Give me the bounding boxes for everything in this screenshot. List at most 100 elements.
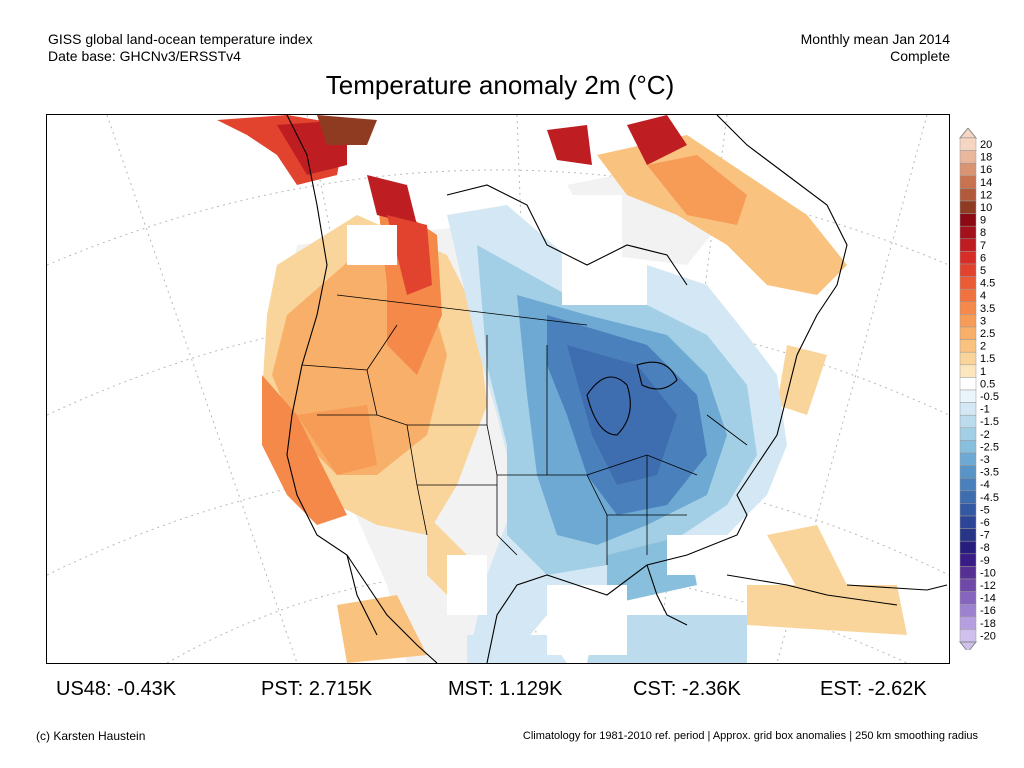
legend-swatch	[959, 591, 977, 605]
stat-us48: US48: -0.43K	[56, 678, 177, 700]
stat-mst: MST: 1.129K	[448, 678, 563, 700]
legend-label: 7	[980, 240, 986, 252]
legend-swatch	[959, 137, 977, 151]
legend-swatch	[959, 540, 977, 555]
methodology-note: Climatology for 1981-2010 ref. period | …	[522, 730, 978, 742]
legend-swatch	[959, 503, 977, 517]
legend-label: -14	[980, 593, 996, 605]
legend-label: -2	[980, 429, 990, 441]
legend-label: -2.5	[980, 441, 999, 453]
header-right: Monthly mean Jan 2014 Complete	[801, 31, 950, 65]
legend-swatch	[959, 339, 977, 353]
state-borders	[301, 294, 748, 565]
legend-label: 4.5	[980, 278, 995, 290]
legend-swatch	[959, 213, 977, 227]
legend-swatch	[959, 276, 977, 290]
legend-label: 8	[980, 227, 986, 239]
legend-label: -8	[980, 542, 990, 554]
legend-label: 12	[980, 189, 992, 201]
stat-cst: CST: -2.36K	[633, 678, 741, 700]
legend-swatch	[959, 528, 977, 542]
legend-label: -4	[980, 479, 990, 491]
legend-label: 1.5	[980, 353, 995, 365]
legend-min-arrow	[958, 641, 978, 653]
legend-label: 0.5	[980, 378, 995, 390]
no-data-boxes	[347, 195, 727, 655]
legend-label: 2	[980, 341, 986, 353]
legend-label: -3.5	[980, 467, 999, 479]
legend-label: -3	[980, 454, 990, 466]
legend-graphic: 201816141210987654.543.532.521.510.5-0.5…	[958, 127, 999, 653]
legend-swatch	[959, 414, 977, 429]
data-base: Date base: GHCNv3/ERSSTv4	[48, 48, 241, 64]
anomaly-hot-northwest	[217, 115, 432, 295]
legend-swatch	[959, 351, 977, 366]
stat-pst: PST: 2.715K	[261, 678, 373, 700]
legend-label: 3.5	[980, 303, 995, 315]
legend-swatch	[959, 238, 977, 252]
legend-label: 20	[980, 139, 992, 151]
legend-swatch	[959, 150, 977, 164]
legend-label: -6	[980, 517, 990, 529]
legend-label: 3	[980, 315, 986, 327]
legend-swatch	[959, 477, 977, 492]
coastlines	[286, 115, 948, 663]
legend-label: -0.5	[980, 391, 999, 403]
legend-swatch	[959, 200, 977, 214]
color-legend: 20 18 16 14 12 10 9 8 7 6 5 4.5 4 3.5 3 2.5 2 1.5 1 0.5 -0.5…	[958, 127, 1018, 653]
anomaly-map	[46, 114, 950, 664]
legend-label: -1	[980, 404, 990, 416]
legend-label: 18	[980, 152, 992, 164]
legend-label: -20	[980, 630, 996, 642]
legend-label: 1	[980, 366, 986, 378]
completeness-label: Complete	[890, 48, 950, 64]
legend-label: 14	[980, 177, 992, 189]
legend-swatch	[959, 162, 977, 177]
legend-label: -4.5	[980, 492, 999, 504]
legend-swatch	[959, 402, 977, 416]
legend-label: -18	[980, 618, 996, 630]
legend-swatch	[959, 251, 977, 265]
legend-swatch	[959, 465, 977, 479]
legend-swatch	[959, 364, 977, 378]
legend-label: -5	[980, 504, 990, 516]
legend-label: -1.5	[980, 416, 999, 428]
legend-swatch	[959, 490, 977, 504]
legend-swatch	[959, 616, 977, 630]
legend-swatch	[959, 629, 977, 643]
legend-swatch	[959, 515, 977, 529]
legend-swatch	[959, 377, 977, 391]
legend-label: 6	[980, 252, 986, 264]
legend-swatch	[959, 326, 977, 340]
legend-label: 2.5	[980, 328, 995, 340]
legend-swatch	[959, 452, 977, 466]
legend-swatch	[959, 566, 977, 580]
header-left: GISS global land-ocean temperature index…	[48, 31, 313, 65]
stat-est: EST: -2.62K	[820, 678, 927, 700]
legend-label: -12	[980, 580, 996, 592]
period-label: Monthly mean Jan 2014	[800, 31, 950, 47]
anomaly-cold-east	[447, 205, 787, 663]
legend-swatch	[959, 603, 977, 618]
copyright: (c) Karsten Haustein	[36, 729, 146, 743]
legend-label: 5	[980, 265, 986, 277]
legend-label: 10	[980, 202, 992, 214]
legend-swatch	[959, 553, 977, 567]
legend-swatch	[959, 440, 977, 454]
legend-swatch	[959, 578, 977, 592]
legend-swatch	[959, 389, 977, 403]
legend-swatch	[959, 188, 977, 202]
map-title: Temperature anomaly 2m (°C)	[325, 70, 675, 100]
legend-label: -16	[980, 605, 996, 617]
legend-label: -7	[980, 530, 990, 542]
anomaly-warm-northeast	[547, 115, 907, 635]
legend-swatch	[959, 225, 977, 240]
legend-label: -9	[980, 555, 990, 567]
regional-stats: US48: -0.43K PST: 2.715K MST: 1.129K CST…	[56, 678, 956, 704]
legend-label: 16	[980, 164, 992, 176]
legend-swatch	[959, 301, 977, 315]
legend-swatch	[959, 175, 977, 189]
dataset-name: GISS global land-ocean temperature index	[48, 31, 313, 47]
legend-swatch	[959, 288, 977, 303]
legend-swatch	[959, 427, 977, 441]
